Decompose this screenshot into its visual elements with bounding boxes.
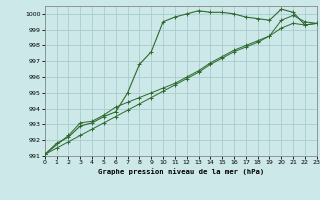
X-axis label: Graphe pression niveau de la mer (hPa): Graphe pression niveau de la mer (hPa) [98,168,264,175]
